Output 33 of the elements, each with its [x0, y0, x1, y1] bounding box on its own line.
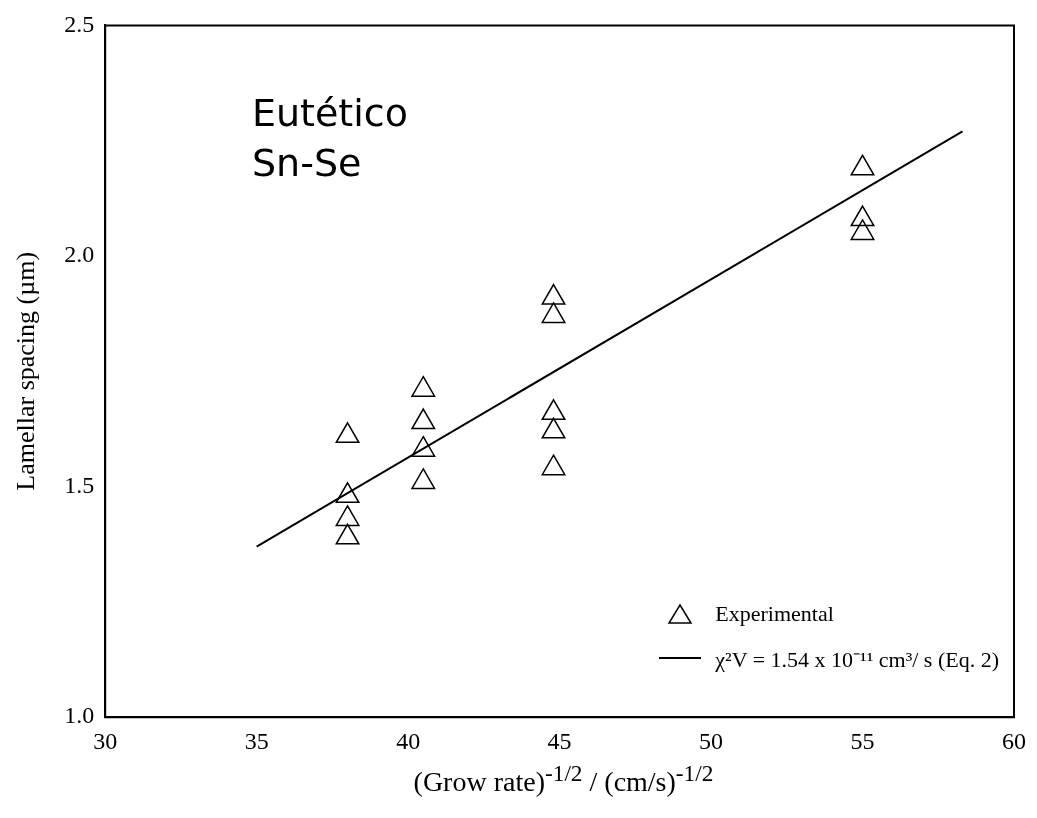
point [541, 417, 566, 439]
point [541, 399, 566, 421]
x-tick-label: 35 [244, 727, 269, 754]
annotation: Eutético [252, 90, 408, 137]
x-tick-label: 40 [396, 727, 421, 754]
legend-label: Experimental [715, 601, 834, 627]
point [541, 283, 566, 305]
point [850, 154, 875, 176]
y-tick-label: 1.5 [64, 471, 95, 498]
point [411, 376, 436, 397]
x-tick-label: 50 [699, 727, 724, 754]
point [411, 468, 436, 490]
x-axis-title: (Grow rate)$^{-1/2}$ / (cm/s)$^{-1/2}$ [412, 760, 715, 799]
point [335, 422, 360, 444]
x-tick-label: 55 [850, 727, 875, 754]
legend-label: χ²V = 1.54 x 10⁻¹¹ cm³/ s (Eq. 2) [715, 646, 999, 673]
point [411, 408, 436, 430]
y-tick-label: 1.0 [64, 702, 95, 729]
point [335, 505, 360, 527]
x-tick-label: 30 [93, 727, 118, 754]
y-tick-label: 2.0 [64, 241, 95, 268]
point [411, 435, 436, 457]
y-tick-label: 2.5 [64, 10, 95, 37]
point [541, 454, 566, 476]
y-axis-title: Lamellar spacing (µm) [11, 251, 41, 491]
point [335, 523, 360, 545]
point [541, 302, 566, 324]
x-tick-label: 60 [1002, 727, 1026, 754]
point [335, 482, 360, 504]
point [850, 205, 875, 227]
point [850, 219, 875, 241]
x-tick-label: 45 [547, 727, 572, 754]
annotation: Sn-Se [252, 140, 363, 187]
